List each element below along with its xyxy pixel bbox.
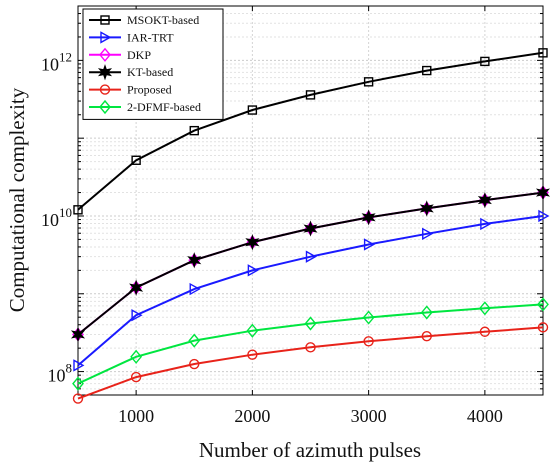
data-point	[247, 264, 259, 277]
data-point	[479, 326, 491, 337]
series-2-dfmf-based	[72, 297, 549, 391]
data-point	[420, 305, 433, 320]
legend-label: 2-DFMF-based	[127, 100, 201, 114]
legend-entry: MSOKT-based	[89, 13, 199, 27]
legend: MSOKT-based IAR-TRT DKP KT-based Proposed 2-D…	[82, 8, 224, 120]
series-proposed	[72, 322, 549, 404]
data-point	[363, 77, 374, 87]
data-point	[303, 220, 318, 237]
data-point	[246, 323, 259, 338]
data-point	[422, 65, 432, 76]
legend-marker	[99, 47, 111, 62]
legend-marker	[97, 64, 113, 81]
legend-entry: KT-based	[89, 64, 173, 81]
legend-marker	[100, 31, 112, 44]
y-axis-label: Computational complexity	[5, 87, 29, 312]
data-point	[478, 301, 491, 316]
legend-label: DKP	[127, 48, 151, 62]
data-point	[130, 349, 143, 364]
data-point	[538, 48, 548, 58]
y-tick-label: 1010	[41, 205, 72, 230]
legend-box	[82, 8, 224, 120]
series-line	[77, 303, 544, 385]
data-point	[189, 358, 200, 370]
series-line	[77, 326, 544, 400]
legend-entry: DKP	[89, 47, 151, 62]
data-point	[538, 209, 550, 223]
data-point	[305, 250, 317, 263]
data-point	[72, 393, 84, 404]
data-point	[187, 252, 202, 269]
legend-label: KT-based	[127, 65, 173, 79]
data-point	[419, 200, 434, 217]
data-point	[361, 209, 376, 226]
series-msokt-based	[73, 48, 548, 215]
data-point	[130, 371, 142, 383]
data-point	[535, 184, 550, 201]
series-line	[77, 215, 544, 367]
series-line	[77, 191, 544, 336]
data-point	[421, 330, 432, 342]
legend-label: Proposed	[127, 83, 172, 97]
series-iar-trt	[73, 209, 550, 372]
x-axis-label: Number of azimuth pulses	[199, 438, 421, 462]
x-tick-label: 4000	[467, 406, 503, 426]
series-layer	[70, 48, 550, 404]
data-point	[73, 359, 85, 372]
data-point	[245, 234, 260, 251]
legend-label: MSOKT-based	[127, 13, 199, 27]
legend-entry: IAR-TRT	[89, 30, 174, 44]
data-point	[247, 349, 258, 360]
x-tick-label: 3000	[351, 406, 387, 426]
data-point	[363, 238, 376, 251]
legend-marker	[99, 99, 111, 115]
data-point	[477, 191, 492, 209]
data-point	[72, 376, 84, 391]
data-point	[304, 316, 317, 331]
data-point	[422, 227, 434, 240]
x-tick-label: 2000	[234, 406, 270, 426]
data-point	[537, 297, 549, 312]
data-point	[305, 342, 316, 353]
data-point	[189, 282, 201, 296]
data-point	[189, 125, 199, 136]
data-point	[480, 56, 490, 67]
data-point	[362, 310, 375, 325]
x-tick-label: 1000	[118, 406, 154, 426]
legend-entry: Proposed	[89, 83, 172, 97]
legend-entry: 2-DFMF-based	[89, 99, 201, 115]
legend-label: IAR-TRT	[127, 30, 174, 44]
data-point	[305, 90, 316, 100]
data-point	[363, 336, 374, 347]
series-line	[77, 51, 544, 211]
data-point	[247, 105, 258, 115]
axis-ticks: 1000 2000 3000 4000 108 1010 1012	[41, 5, 543, 426]
data-point	[188, 333, 201, 348]
y-tick-label: 1012	[41, 49, 72, 74]
data-point	[480, 217, 492, 231]
data-point	[537, 322, 549, 333]
data-point	[129, 279, 144, 296]
data-point	[131, 155, 141, 165]
series-kt-based	[70, 184, 550, 343]
data-point	[73, 205, 83, 215]
legend-marker	[100, 15, 110, 25]
series-line	[77, 191, 544, 336]
data-point	[131, 309, 143, 322]
y-tick-label: 108	[48, 361, 73, 386]
data-point	[70, 326, 86, 343]
legend-marker	[99, 84, 111, 95]
